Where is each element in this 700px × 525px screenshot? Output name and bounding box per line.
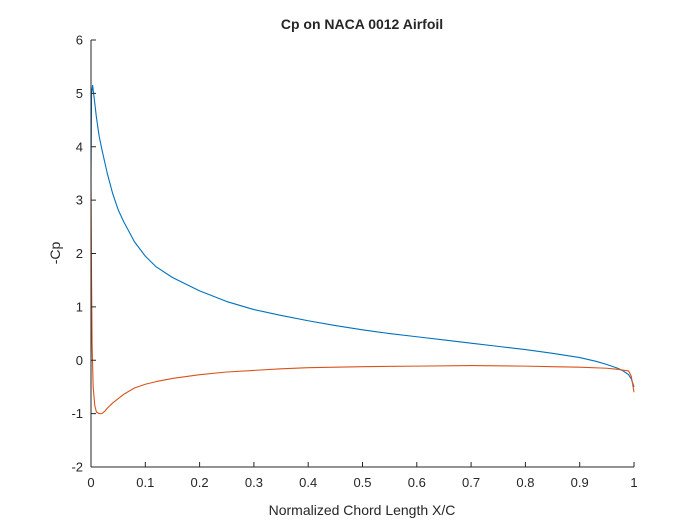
x-tick-label: 0.2: [191, 475, 209, 490]
y-tick-label: 6: [76, 33, 83, 48]
x-axis: 0 0.1 0.2 0.3 0.4 0.5 0.6 0.7 0.8 0.9 1: [87, 462, 638, 490]
y-axis-label: -Cp: [47, 242, 63, 265]
x-tick-label: 0.3: [245, 475, 263, 490]
y-tick-label: 1: [76, 299, 83, 314]
y-tick-label: -1: [71, 406, 83, 421]
x-tick-label: 0.9: [571, 475, 589, 490]
series-layer: [90, 84, 635, 415]
x-tick-label: 0.4: [299, 475, 317, 490]
y-tick-label: 2: [76, 246, 83, 261]
series-line-1: [90, 84, 635, 388]
x-axis-label: Normalized Chord Length X/C: [269, 502, 456, 518]
x-tick-label: 1: [630, 475, 637, 490]
series-line-2: [90, 178, 635, 415]
y-tick-label: 4: [76, 139, 83, 154]
plot-background: [91, 40, 634, 467]
x-tick-label: 0.1: [136, 475, 154, 490]
y-axis: -2 -1 0 1 2 3 4 5 6: [71, 33, 96, 475]
y-tick-label: -2: [71, 460, 83, 475]
plot-area: [91, 40, 634, 467]
x-tick-label: 0.6: [408, 475, 426, 490]
y-tick-label: 5: [76, 86, 83, 101]
chart-title: Cp on NACA 0012 Airfoil: [281, 16, 443, 32]
y-tick-label: 0: [76, 353, 83, 368]
x-tick-label: 0.8: [516, 475, 534, 490]
y-tick-label: 3: [76, 193, 83, 208]
x-tick-label: 0.5: [353, 475, 371, 490]
x-tick-label: 0: [87, 475, 94, 490]
x-tick-label: 0.7: [462, 475, 480, 490]
